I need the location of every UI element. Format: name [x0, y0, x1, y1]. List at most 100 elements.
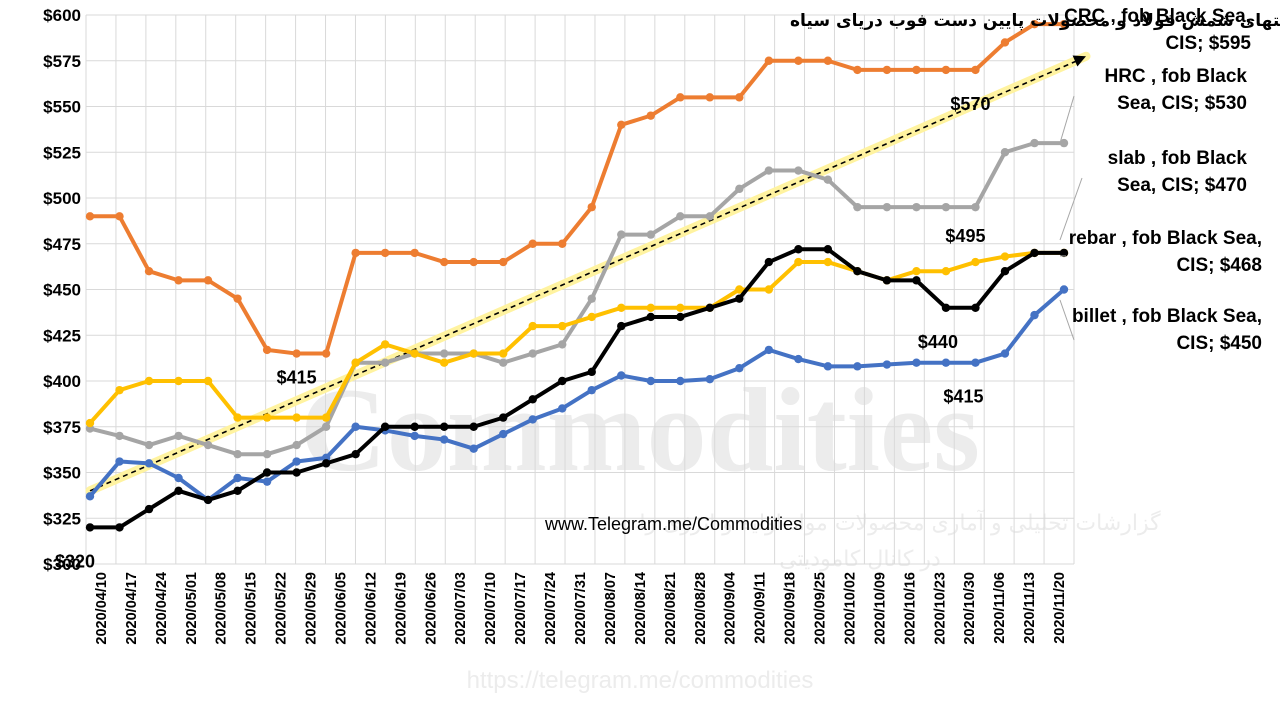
- website-label: www.Telegram.me/Commodities: [544, 514, 802, 534]
- data-point-slab: [587, 312, 596, 322]
- data-point-rebar: [85, 523, 95, 532]
- data-point-crc: [410, 248, 419, 258]
- x-tick-label: 2020/07/31: [573, 572, 589, 645]
- data-point-billet: [262, 477, 272, 486]
- data-point-billet: [528, 415, 537, 424]
- data-point-hrc: [233, 450, 242, 459]
- watermark-brand: Commodities: [300, 363, 980, 496]
- data-point-rebar: [380, 422, 390, 431]
- data-point-rebar: [1030, 248, 1039, 258]
- data-point-rebar: [469, 422, 478, 431]
- data-point-slab: [351, 358, 360, 367]
- x-tick-label: 2020/10/16: [902, 572, 918, 645]
- x-tick-label: 2020/10/02: [842, 572, 858, 645]
- x-tick-label: 2020/11/13: [1022, 572, 1038, 644]
- data-point-hrc: [882, 202, 892, 212]
- data-point-billet: [410, 431, 419, 441]
- series-labels: CRC , fob Black Sea, CIS; $595 HRC , fob B…: [1059, 6, 1262, 354]
- data-point-hrc: [380, 358, 390, 367]
- y-tick-label: $350: [43, 464, 81, 483]
- data-point-rebar: [735, 294, 744, 303]
- data-point-rebar: [233, 486, 242, 495]
- data-point-crc: [144, 267, 154, 276]
- data-point-hrc: [499, 358, 508, 367]
- x-tick-label: 2020/10/30: [962, 572, 978, 645]
- data-point-hrc: [971, 202, 980, 212]
- data-point-crc: [262, 345, 272, 355]
- leader-line-hrc: [1059, 95, 1075, 144]
- point-annotation: $415: [277, 368, 317, 388]
- data-point-slab: [499, 349, 508, 358]
- x-tick-label: 2020/11/06: [992, 572, 1008, 644]
- data-point-slab: [558, 321, 567, 331]
- data-point-billet: [144, 459, 154, 468]
- data-point-billet: [174, 473, 183, 483]
- data-point-billet: [558, 404, 567, 413]
- data-point-billet: [115, 457, 124, 466]
- x-tick-label: 2020/06/19: [393, 572, 409, 645]
- x-tick-label: 2020/09/18: [783, 572, 799, 645]
- data-point-billet: [794, 354, 803, 364]
- y-tick-label: $575: [43, 52, 81, 71]
- data-point-rebar: [558, 376, 567, 386]
- series-label-crc: CRC , fob Black Sea,: [1064, 6, 1251, 27]
- data-point-slab: [971, 257, 980, 267]
- data-point-rebar: [528, 395, 537, 404]
- trendline-arrowhead: [1072, 55, 1086, 67]
- data-point-crc: [853, 65, 862, 75]
- watermark-subtitle-2: در کانال کامودیتی: [779, 547, 941, 572]
- data-point-slab: [912, 267, 921, 276]
- data-point-billet: [853, 362, 862, 371]
- x-tick-label: 2020/05/08: [214, 572, 230, 645]
- series-label-hrc: HRC , fob Black: [1104, 66, 1247, 87]
- data-point-crc: [971, 65, 980, 75]
- data-point-hrc: [528, 349, 537, 358]
- data-point-crc: [528, 239, 537, 248]
- series-line-rebar: [90, 247, 1064, 530]
- data-point-crc: [764, 56, 774, 65]
- data-point-slab: [174, 376, 183, 386]
- data-point-hrc: [1059, 138, 1069, 148]
- point-annotation: $570: [950, 94, 990, 114]
- y-tick-label: $525: [43, 143, 81, 162]
- data-point-rebar: [853, 267, 862, 276]
- data-point-billet: [912, 358, 921, 367]
- data-point-crc: [646, 111, 655, 120]
- data-point-billet: [676, 376, 685, 386]
- data-point-crc: [587, 202, 596, 212]
- data-point-hrc: [941, 202, 951, 212]
- data-point-crc: [174, 276, 183, 285]
- data-point-crc: [705, 93, 715, 102]
- point-annotation: $440: [918, 332, 958, 352]
- data-point-rebar: [971, 303, 980, 312]
- data-point-rebar: [676, 312, 685, 322]
- annotations: $415 $570 $495 $440 $415 $320: [55, 94, 991, 572]
- data-point-crc: [85, 212, 95, 221]
- data-point-slab: [823, 257, 833, 267]
- x-tick-label: 2020/11/20: [1052, 572, 1068, 644]
- data-point-slab: [528, 321, 537, 331]
- data-point-hrc: [1000, 148, 1010, 157]
- data-point-billet: [617, 371, 626, 380]
- data-point-rebar: [794, 245, 803, 254]
- data-point-rebar: [882, 276, 892, 285]
- data-point-rebar: [1000, 267, 1010, 276]
- data-point-billet: [469, 444, 478, 453]
- data-point-hrc: [794, 166, 803, 175]
- data-point-crc: [823, 56, 833, 65]
- data-point-hrc: [262, 450, 272, 459]
- data-point-rebar: [174, 486, 183, 495]
- x-tick-label: 2020/04/24: [154, 572, 170, 645]
- data-point-hrc: [144, 440, 154, 450]
- x-tick-label: 2020/09/25: [813, 572, 829, 645]
- data-point-crc: [499, 257, 508, 267]
- data-point-hrc: [912, 202, 921, 212]
- data-point-crc: [469, 257, 478, 267]
- x-tick-label: 2020/07/03: [453, 572, 469, 645]
- data-point-billet: [941, 358, 951, 367]
- chart-title: مقایسه قیمتهای شمش فولاد و محصولات پایین…: [790, 11, 1280, 31]
- data-point-hrc: [439, 349, 449, 358]
- x-tick-label: 2020/05/01: [184, 572, 200, 645]
- data-point-slab: [292, 413, 301, 422]
- data-point-billet: [1000, 349, 1010, 358]
